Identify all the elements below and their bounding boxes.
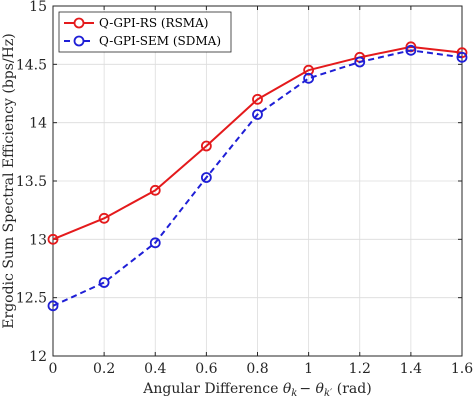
series-line <box>52 49 463 307</box>
y-tick-label: 15 <box>29 0 47 15</box>
data-point <box>47 233 59 245</box>
data-point <box>252 93 263 105</box>
x-tick-label: 0.4 <box>144 361 166 377</box>
x-tick-label: 1.6 <box>451 361 473 377</box>
data-point <box>47 300 59 312</box>
y-tick-label: 13.5 <box>16 174 47 190</box>
x-tick-label: 0.2 <box>93 361 115 377</box>
y-tick-label: 13 <box>29 232 47 248</box>
axis-ticks: 0 0.2 0.4 0.6 0.8 1 1.2 1.4 1.6 12 12.5 13 13.5 14 14.… <box>16 0 473 377</box>
y-tick-label: 14 <box>29 116 47 132</box>
series-1 <box>47 41 468 245</box>
y-axis-label: Ergodic Sum Spectral Efficiency (bps/Hz) <box>1 33 17 328</box>
legend: Q-GPI-RS (RSMA) Q-GPI-SEM (SDMA) <box>58 11 232 53</box>
y-tick-label: 14.5 <box>16 57 47 73</box>
legend-marker <box>73 35 85 47</box>
grid <box>53 6 462 356</box>
x-tick-label: 1.4 <box>400 361 422 377</box>
data-point <box>149 184 161 196</box>
x-tick-label: 1.2 <box>349 361 371 377</box>
x-axis-label: Angular Difference θk − θk′ (rad) <box>142 381 371 399</box>
series-2 <box>47 44 468 312</box>
data-point <box>405 44 417 56</box>
legend-label: Q-GPI-RS (RSMA) <box>99 16 208 30</box>
data-point <box>303 72 315 84</box>
data-point <box>98 277 110 288</box>
data-point <box>354 56 366 68</box>
data-point <box>200 140 212 152</box>
series-group <box>47 41 468 312</box>
data-point <box>252 109 263 120</box>
legend-marker <box>73 17 85 29</box>
legend-box <box>58 11 232 53</box>
legend-entry: Q-GPI-RS (RSMA) <box>64 16 208 30</box>
legend-label: Q-GPI-SEM (SDMA) <box>99 34 221 48</box>
data-point <box>456 51 468 63</box>
y-tick-label: 12.5 <box>16 291 47 307</box>
x-tick-label: 0 <box>49 361 58 377</box>
data-point <box>149 237 161 249</box>
x-tick-label: 1 <box>304 361 313 377</box>
data-point <box>98 212 110 224</box>
series-line <box>52 45 463 241</box>
x-tick-label: 0.8 <box>246 361 268 377</box>
legend-entry: Q-GPI-SEM (SDMA) <box>64 34 221 48</box>
x-tick-label: 0.6 <box>195 361 217 377</box>
y-tick-label: 12 <box>29 349 47 365</box>
data-point <box>200 172 212 183</box>
